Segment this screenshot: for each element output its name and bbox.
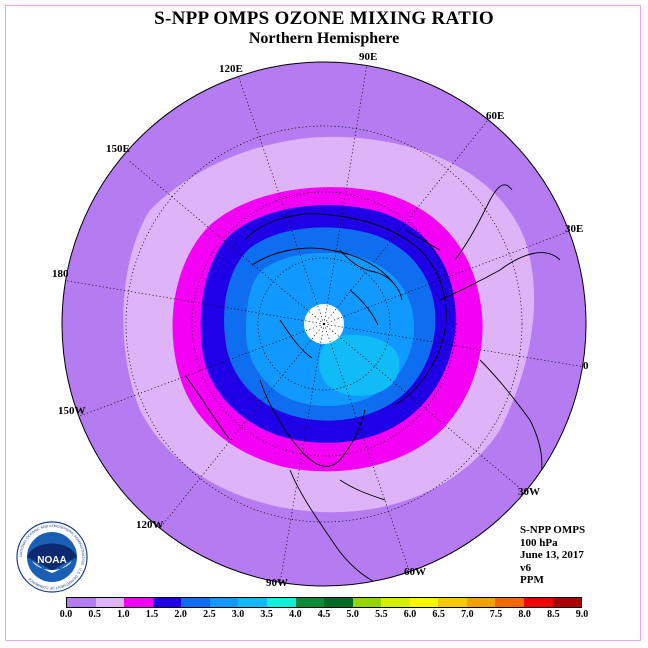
colorbar-tick-label: 4.0 — [289, 609, 302, 620]
lon-label-90w: 90W — [266, 577, 288, 589]
lon-label-60w: 60W — [404, 566, 426, 578]
band-3.0-3.5 — [318, 334, 400, 396]
colorbar-tick-label: 0.5 — [88, 609, 101, 620]
colorbar-tick-label: 2.5 — [203, 609, 216, 620]
lon-label-150e: 150E — [106, 143, 130, 155]
figure-frame — [5, 5, 641, 641]
info-level: 100 hPa — [520, 536, 558, 549]
colorbar-cell — [124, 598, 153, 607]
lon-label-0: 0 — [583, 360, 589, 372]
colorbar-cell — [266, 598, 296, 607]
map-boundary — [61, 61, 587, 587]
colorbar-cell — [324, 598, 353, 607]
info-panel: S-NPP OMPS 100 hPa June 13, 2017 v6 PPM — [520, 524, 585, 587]
colorbar-tick-label: 7.5 — [489, 609, 503, 620]
colorbar-tick-label: 5.5 — [375, 609, 388, 620]
colorbar-cell — [181, 598, 210, 607]
map-subtitle: Northern Hemisphere — [248, 30, 400, 47]
info-version: v6 — [520, 561, 531, 574]
colorbar-tick-label: 4.5 — [317, 609, 331, 620]
lon-label-90e: 90E — [359, 51, 378, 63]
colorbar-tick-label: 2.0 — [174, 609, 187, 620]
colorbar-tick-label: 3.5 — [260, 609, 273, 620]
lon-label-150w: 150W — [58, 405, 86, 417]
colorbar-cell — [524, 598, 553, 607]
map-title: S-NPP OMPS OZONE MIXING RATIO — [154, 8, 494, 29]
info-instrument: S-NPP OMPS — [520, 524, 586, 536]
colorbar-cell — [209, 598, 239, 607]
lon-label-180: 180 — [52, 268, 69, 280]
colorbar-tick-label: 9.0 — [575, 609, 589, 620]
colorbar-cell — [466, 598, 496, 607]
colorbar-tick-label: 8.5 — [547, 609, 560, 620]
colorbar-tick-label: 7.0 — [461, 609, 474, 620]
info-date: June 13, 2017 — [520, 549, 584, 561]
colorbar-cell — [238, 598, 267, 607]
graticule — [62, 63, 586, 584]
colorbar-tick-label: 1.5 — [145, 609, 159, 620]
colorbar-tick-label: 1.0 — [117, 609, 130, 620]
colorbar-cell — [295, 598, 325, 607]
colorbar-cell — [352, 598, 382, 607]
noaa-logo: NOAA NATIONAL OCEANIC AND ATMOSPHERIC AD… — [16, 521, 88, 593]
colorbar-cell — [95, 598, 125, 607]
logo-text: NOAA — [37, 555, 66, 566]
colorbar-cell — [409, 598, 439, 607]
colorbar-cell — [381, 598, 410, 607]
colorbar-tick-label: 8.0 — [518, 609, 531, 620]
colorbar-tick-label: 6.5 — [432, 609, 445, 620]
colorbar — [66, 597, 582, 608]
lon-label-120w: 120W — [136, 519, 164, 531]
lon-label-120e: 120E — [219, 63, 243, 75]
colorbar-cell — [438, 598, 467, 607]
colorbar-cell — [495, 598, 524, 607]
colorbar-cell — [552, 598, 582, 607]
colorbar-cell — [152, 598, 182, 607]
colorbar-tick-label: 0.0 — [59, 609, 73, 620]
coastlines — [184, 184, 561, 586]
lon-label-30e: 30E — [565, 223, 584, 235]
lon-label-30w: 30W — [518, 486, 540, 498]
colorbar-cell — [67, 598, 96, 607]
colorbar-tick-label: 6.0 — [403, 609, 417, 620]
colorbar-ticks: 0.0 0.5 1.0 1.5 2.0 2.5 3.0 3.5 4.0 4.5 5.0 5.5 6.0 6… — [60, 609, 589, 621]
colorbar-tick-label: 5.0 — [346, 609, 359, 620]
lon-label-60e: 60E — [486, 110, 505, 122]
info-units: PPM — [520, 574, 544, 586]
colorbar-tick-label: 3.0 — [231, 609, 245, 620]
